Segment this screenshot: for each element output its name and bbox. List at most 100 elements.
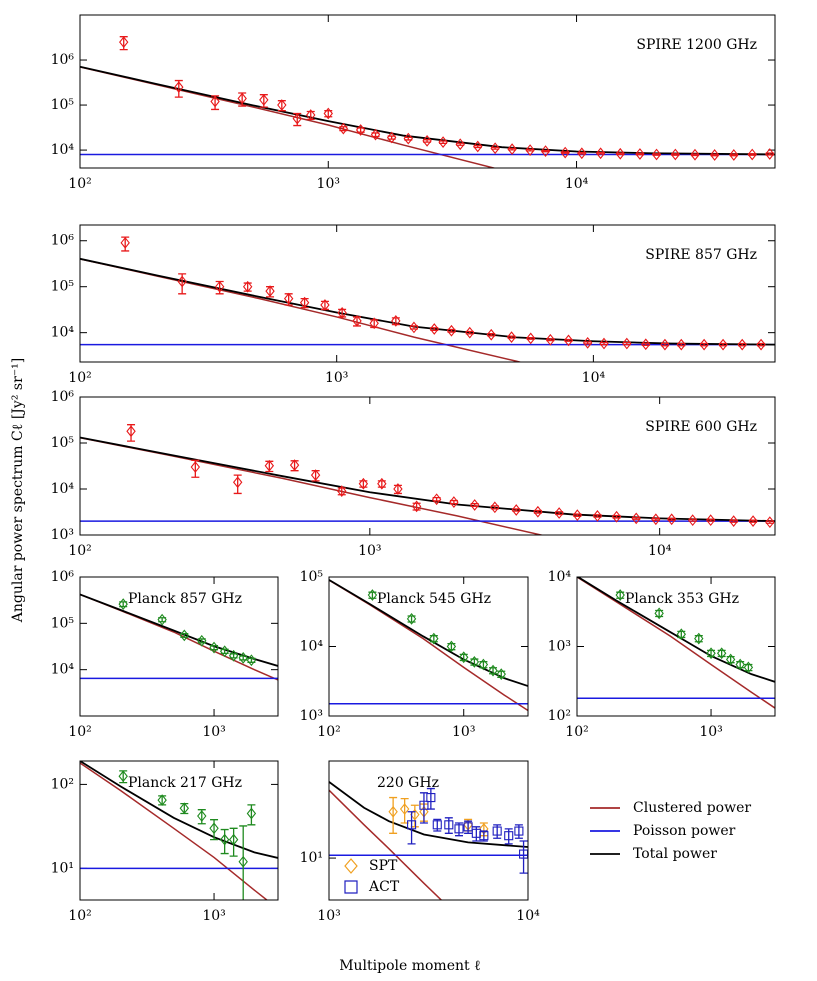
model-curve	[80, 66, 497, 168]
data-point	[670, 148, 681, 161]
data-point	[265, 285, 275, 298]
error-bar	[744, 663, 753, 672]
model-curve	[80, 593, 278, 667]
data-point	[179, 629, 190, 642]
data-point	[694, 632, 704, 645]
error-bar	[337, 487, 346, 496]
data-point	[377, 477, 387, 490]
data-point	[473, 140, 483, 153]
x-tick-label: 10²	[68, 908, 91, 924]
y-tick-label: 10³	[300, 708, 323, 724]
error-bar	[726, 655, 735, 664]
data-point	[411, 500, 422, 513]
error-bar	[290, 460, 299, 472]
data-point	[157, 794, 167, 806]
data-point	[756, 338, 766, 351]
error-bar	[174, 79, 183, 98]
model-curve	[80, 258, 523, 362]
x-tick-label: 10⁴	[582, 370, 606, 386]
error-bar	[239, 825, 248, 900]
x-tick-label: 10²	[68, 370, 91, 386]
data-point	[651, 513, 661, 526]
model-curve	[80, 762, 269, 900]
data-point	[126, 425, 136, 438]
data-point	[525, 144, 535, 156]
data-point	[197, 810, 207, 822]
data-point	[469, 656, 480, 668]
data-point	[728, 515, 739, 528]
legend-marker	[344, 880, 358, 894]
data-point	[157, 613, 167, 626]
error-bar	[127, 424, 136, 442]
data-point	[306, 109, 316, 121]
data-point	[246, 654, 257, 667]
data-point	[393, 483, 403, 495]
data-point	[676, 338, 686, 351]
data-point	[209, 822, 219, 835]
model-curve	[329, 781, 528, 848]
data-point	[492, 826, 502, 836]
data-point	[641, 338, 651, 351]
y-axis-label: Angular power spectrum Cℓ [Jy² sr⁻¹]	[10, 358, 26, 623]
error-bar	[577, 151, 586, 155]
data-point	[277, 99, 287, 111]
data-point	[283, 292, 294, 305]
data-point	[289, 459, 300, 472]
data-point	[545, 333, 556, 346]
error-bar	[671, 153, 680, 156]
data-point	[120, 236, 130, 249]
data-point	[563, 334, 574, 347]
data-point	[444, 820, 454, 830]
data-point	[367, 589, 378, 601]
panel-frame	[79, 396, 776, 536]
y-tick-label: 10⁶	[51, 233, 75, 249]
error-bar	[710, 153, 719, 157]
y-tick-label: 10⁵	[300, 569, 324, 585]
data-point	[479, 831, 489, 841]
y-tick-label: 10⁴	[51, 325, 75, 341]
data-point	[426, 793, 436, 803]
model-curve	[80, 436, 775, 523]
data-point	[469, 499, 480, 511]
data-point	[478, 658, 489, 671]
data-point	[406, 612, 417, 625]
data-point	[431, 493, 442, 506]
panel-frame	[328, 760, 529, 901]
data-point	[666, 513, 677, 526]
error-bar	[393, 484, 402, 495]
x-tick-label: 10³	[202, 724, 225, 740]
panel-title: Planck 217 GHz	[128, 775, 242, 791]
x-axis-label: Multipole moment ℓ	[339, 958, 481, 974]
error-bar	[519, 840, 528, 874]
data-point	[725, 653, 736, 666]
legend-label: Clustered power	[633, 800, 751, 816]
data-point	[391, 315, 401, 327]
data-point	[635, 148, 645, 160]
data-point	[388, 805, 398, 818]
y-tick-label: 10⁴	[51, 142, 75, 158]
error-bar	[736, 661, 745, 669]
data-point	[355, 124, 366, 136]
data-point	[238, 855, 248, 868]
model-curve	[80, 437, 545, 535]
data-point	[687, 514, 698, 527]
data-point	[338, 122, 349, 135]
data-point	[729, 149, 739, 161]
data-point	[572, 509, 583, 522]
data-point	[292, 112, 302, 125]
panel-title: Planck 353 GHz	[625, 591, 739, 607]
y-tick-label: 10⁶	[51, 52, 75, 68]
error-bar	[655, 609, 664, 618]
data-point	[449, 496, 459, 508]
error-bar	[191, 459, 200, 478]
error-bar	[707, 649, 716, 658]
data-point	[526, 332, 536, 345]
x-tick-label: 10²	[68, 176, 91, 192]
data-point	[214, 280, 225, 293]
data-point	[370, 128, 381, 141]
data-point	[238, 651, 248, 664]
y-tick-label: 10¹	[300, 850, 323, 866]
error-bar	[459, 653, 468, 662]
error-bar	[470, 658, 479, 666]
error-bar	[497, 670, 506, 678]
